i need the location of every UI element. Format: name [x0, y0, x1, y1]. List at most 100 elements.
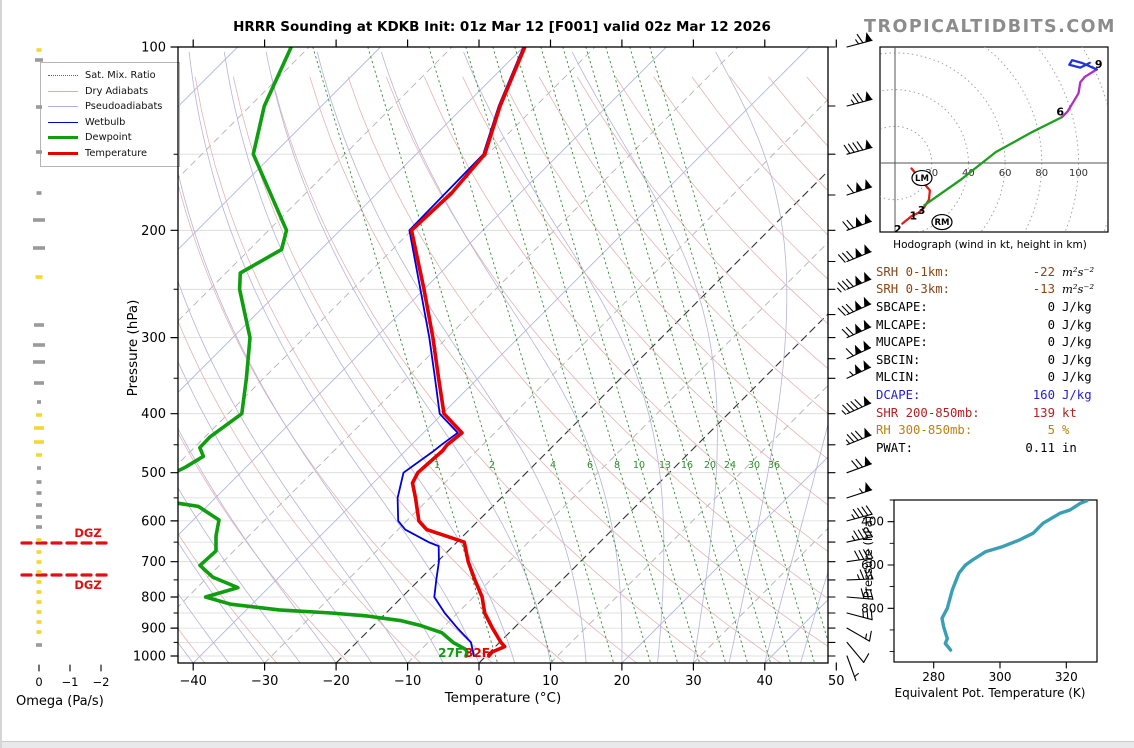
svg-text:DGZ: DGZ [74, 526, 101, 540]
legend-item: Dry Adiabats [48, 84, 172, 100]
svg-text:50: 50 [828, 674, 845, 689]
stat-row: SHR 200-850mb: 139 kt [876, 404, 1120, 422]
svg-text:30: 30 [748, 460, 760, 471]
stat-label: SHR 200-850mb: [876, 405, 980, 420]
svg-text:1000: 1000 [133, 650, 166, 665]
svg-text:300: 300 [989, 670, 1012, 684]
legend-line-sample-mix [48, 75, 78, 77]
stat-row: MLCIN: 0 J/kg [876, 369, 1120, 387]
mixing-ratio-labels: 1 2 4 6 8 10 13 16 20 24 30 36 [434, 460, 780, 471]
legend-item: Temperature [48, 146, 172, 162]
svg-text:20: 20 [614, 674, 631, 689]
svg-text:10: 10 [633, 460, 645, 471]
stat-unit: J/kg [1062, 317, 1092, 332]
legend-label: Sat. Mix. Ratio [85, 70, 156, 82]
stat-value: 5 [1047, 423, 1055, 438]
theta-e-curve [940, 500, 1089, 652]
svg-text:300: 300 [141, 331, 166, 346]
stat-label: DCAPE: [876, 387, 921, 402]
svg-text:900: 900 [141, 622, 166, 637]
legend-item: Wetbulb [48, 115, 172, 131]
legend-line-sample-dry [48, 90, 78, 92]
svg-text:2: 2 [894, 223, 902, 236]
svg-text:1: 1 [910, 209, 918, 222]
svg-text:36: 36 [768, 460, 780, 471]
svg-text:−20: −20 [322, 674, 349, 689]
skewt-background [178, 47, 828, 663]
stat-label: SBCIN: [876, 352, 921, 367]
svg-text:6: 6 [1056, 106, 1064, 119]
svg-text:−2: −2 [93, 675, 110, 689]
legend-line-sample-wetbulb [48, 121, 78, 123]
stat-unit: J/kg [1062, 299, 1092, 314]
omega-panel: DGZ DGZ 0 −1 −2 [20, 48, 112, 689]
svg-text:−1: −1 [62, 675, 79, 689]
legend-line-sample-dewpoint [48, 136, 78, 140]
stat-label: SRH 0-3km: [876, 282, 951, 297]
svg-text:20: 20 [925, 168, 938, 179]
legend-line-sample-pseudo [48, 106, 78, 108]
stat-value: 0 [1047, 299, 1055, 314]
stat-unit: % [1062, 423, 1070, 438]
stat-label: SBCAPE: [876, 299, 928, 314]
temperature-axis-label: Temperature (°C) [444, 690, 562, 706]
stat-row: MUCAPE: 0 J/kg [876, 333, 1120, 351]
mixing-ratio-lines [312, 47, 828, 663]
stat-value: -13 [1032, 282, 1055, 297]
hodograph-trace-3-6km [923, 115, 1064, 207]
watermark: TROPICALTIDBITS.COM [864, 17, 1116, 37]
dewpoint-curve [178, 47, 469, 658]
window-bottom-edge [2, 741, 1134, 748]
stat-row: SRH 0-3km: -13 m²s⁻² [876, 281, 1120, 299]
stat-row: DCAPE: 160 J/kg [876, 386, 1120, 404]
svg-text:600: 600 [141, 514, 166, 529]
svg-text:320: 320 [1055, 670, 1078, 684]
svg-text:10: 10 [542, 674, 559, 689]
legend-item: Pseudoadiabats [48, 99, 172, 115]
sounding-profiles [178, 47, 527, 658]
svg-text:9: 9 [1095, 58, 1103, 71]
svg-text:RM: RM [934, 218, 949, 228]
svg-text:800: 800 [861, 601, 884, 615]
svg-text:600: 600 [861, 558, 884, 572]
stat-label: RH 300-850mb: [876, 423, 973, 438]
stat-row: SBCAPE: 0 J/kg [876, 298, 1120, 316]
storm-motion-rm: RM [931, 213, 953, 231]
stat-value: 0.11 [1025, 440, 1055, 455]
stat-row: RH 300-850mb: 5% [876, 421, 1120, 439]
legend-label: Wetbulb [85, 116, 126, 128]
stat-unit: J/kg [1062, 387, 1092, 402]
temperature-curve [409, 47, 527, 658]
svg-text:13: 13 [659, 460, 671, 471]
stat-value: 0 [1047, 352, 1055, 367]
pressure-axis-label: Pressure (hPa) [125, 299, 141, 397]
legend-label: Dry Adiabats [85, 85, 149, 97]
svg-text:LM: LM [915, 174, 929, 184]
stat-unit: m²s⁻² [1062, 264, 1095, 279]
stat-unit: m²s⁻² [1062, 282, 1095, 297]
svg-text:DGZ: DGZ [74, 578, 101, 592]
stat-unit: in [1062, 440, 1077, 455]
svg-text:100: 100 [141, 41, 166, 56]
legend-item: Sat. Mix. Ratio [48, 68, 172, 84]
svg-text:60: 60 [999, 168, 1012, 179]
svg-text:24: 24 [724, 460, 736, 471]
wind-barbs [827, 32, 874, 681]
stat-value: 160 [1032, 387, 1055, 402]
svg-text:−30: −30 [251, 674, 278, 689]
thetae-y-axis-label: Pressure (hPa) [861, 515, 875, 599]
legend-box: Sat. Mix. Ratio Dry Adiabats Pseudoadiabat… [40, 62, 180, 167]
svg-text:700: 700 [141, 555, 166, 570]
svg-text:6: 6 [587, 460, 593, 471]
svg-text:100: 100 [1069, 168, 1088, 179]
svg-text:400: 400 [861, 515, 884, 529]
legend-line-sample-temperature [48, 151, 78, 155]
svg-text:400: 400 [141, 407, 166, 422]
stat-unit: J/kg [1062, 335, 1092, 350]
svg-text:27F: 27F [438, 646, 463, 660]
svg-text:32F: 32F [465, 646, 490, 660]
svg-text:200: 200 [141, 224, 166, 239]
hodograph-trace-9km+ [1068, 59, 1098, 71]
